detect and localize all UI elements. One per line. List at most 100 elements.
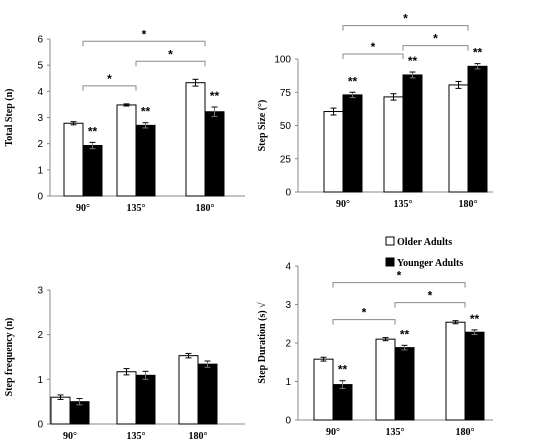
y-tick-label: 4 (285, 262, 291, 273)
bar-younger-adults (135, 374, 156, 425)
error-bar (382, 337, 389, 342)
error-bar (89, 141, 96, 150)
bracket-star: * (433, 32, 438, 46)
x-category-label: 135° (127, 431, 146, 442)
error-bar (452, 320, 459, 325)
error-bar (471, 329, 478, 336)
y-tick-label: 1 (285, 377, 291, 388)
bracket-star: * (403, 12, 408, 26)
significance-marker: ** (408, 54, 418, 68)
error-bar (349, 91, 356, 99)
y-tick-label: 0 (285, 416, 291, 427)
bracket-star: * (371, 40, 376, 54)
error-bar (390, 93, 397, 101)
x-category-label: 135° (394, 199, 413, 210)
bar-older-adults (383, 96, 404, 193)
y-tick-label: 2 (37, 139, 43, 150)
bracket-star: * (107, 72, 112, 86)
significance-marker: ** (348, 74, 358, 88)
error-bar (185, 352, 192, 359)
error-bar (409, 71, 416, 79)
significance-marker: ** (88, 124, 98, 138)
significance-bracket: * (135, 47, 206, 67)
y-tick-label: 50 (280, 121, 292, 132)
y-tick-label: 75 (280, 88, 292, 99)
bracket-star: * (397, 269, 402, 283)
y-tick-label: 3 (37, 286, 43, 297)
significance-marker: ** (400, 327, 410, 341)
y-tick-label: 4 (37, 87, 43, 98)
bar-older-adults (116, 104, 137, 197)
error-bar (142, 370, 149, 380)
significance-bracket: * (402, 32, 469, 51)
error-bar (76, 398, 83, 406)
bar-younger-adults (467, 65, 488, 193)
bar-older-adults (116, 371, 137, 425)
bar-younger-adults (204, 111, 225, 197)
bar-younger-adults (135, 124, 156, 197)
y-tick-label: 0 (37, 192, 43, 203)
error-bar (57, 394, 64, 400)
legend-swatch-older (385, 236, 395, 246)
bracket-star: * (362, 306, 367, 320)
x-category-label: 180° (189, 431, 208, 442)
bar-younger-adults (402, 74, 423, 193)
significance-marker: ** (338, 363, 348, 377)
significance-bracket: * (394, 289, 466, 308)
bar-younger-adults (394, 347, 415, 421)
y-tick-label: 2 (285, 339, 291, 350)
error-bar (401, 344, 408, 351)
error-bar (211, 106, 218, 117)
x-category-label: 180° (459, 199, 478, 210)
legend-label-younger: Younger Adults (397, 258, 463, 269)
bar-younger-adults (197, 363, 218, 425)
bracket-star: * (428, 289, 433, 303)
error-bar (320, 356, 327, 362)
legend: Older Adults Younger Adults (385, 236, 463, 269)
error-bar (204, 360, 211, 368)
y-axis-label: Step frequency (n) (4, 318, 15, 397)
significance-bracket: * (82, 72, 137, 91)
y-tick-label: 1 (37, 375, 43, 386)
error-bar (455, 80, 462, 89)
y-axis-label: Step Size (°) (257, 100, 268, 152)
error-bar (142, 122, 149, 129)
significance-bracket: * (332, 269, 466, 288)
error-bar (339, 380, 346, 389)
step-frequency-chart: 0 1 2 3 Step frequency (n) 90° 135° 180° (4, 286, 245, 442)
x-category-label: 135° (127, 203, 146, 214)
y-tick-label: 2 (37, 330, 43, 341)
bar-younger-adults (464, 331, 485, 421)
legend-swatch-younger (385, 257, 395, 267)
y-tick-label: 25 (280, 154, 292, 165)
significance-marker: ** (470, 312, 480, 326)
y-tick-label: 3 (37, 113, 43, 124)
bracket-star: * (168, 47, 173, 61)
bar-older-adults (445, 321, 466, 421)
significance-marker: ** (141, 105, 151, 119)
error-bar (70, 121, 77, 126)
significance-bracket: * (342, 40, 404, 60)
x-category-label: 180° (456, 427, 475, 438)
bar-older-adults (375, 338, 396, 421)
y-axis-label: Step Duration (s) √ (257, 302, 268, 384)
bar-older-adults (178, 355, 199, 425)
bar-older-adults (50, 396, 71, 425)
x-category-label: 180° (196, 203, 215, 214)
error-bar (330, 107, 337, 116)
y-tick-label: 6 (37, 35, 43, 46)
bar-older-adults (185, 82, 206, 197)
y-tick-label: 0 (285, 188, 291, 199)
y-tick-label: 100 (274, 55, 291, 66)
y-tick-label: 0 (37, 420, 43, 431)
bar-older-adults (313, 358, 334, 421)
y-axis-label: Total Step (n) (4, 89, 15, 147)
bracket-star: * (142, 27, 147, 41)
significance-marker: ** (473, 46, 483, 60)
legend-label-older: Older Adults (397, 237, 452, 248)
y-tick-label: 1 (37, 165, 43, 176)
significance-bracket: * (82, 27, 206, 47)
